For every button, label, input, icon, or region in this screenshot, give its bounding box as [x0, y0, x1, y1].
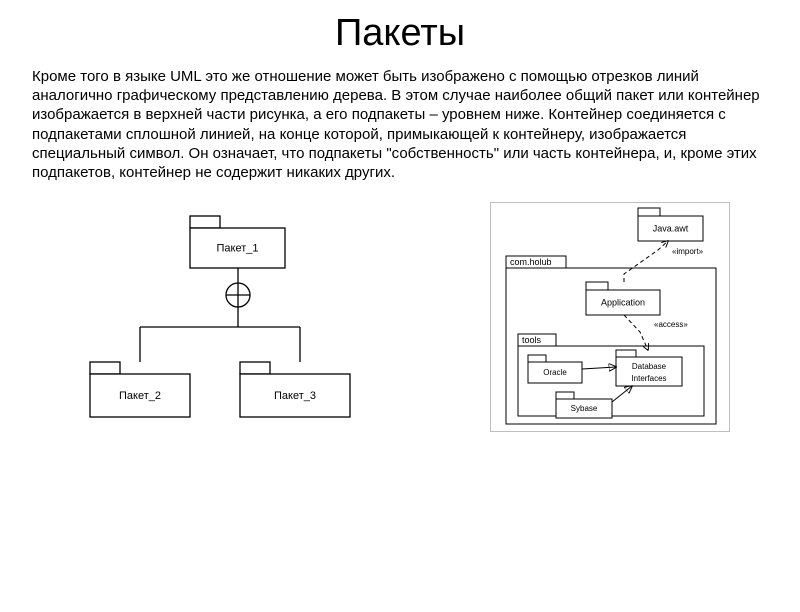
svg-text:Пакет_2: Пакет_2 — [119, 390, 161, 402]
page-title: Пакеты — [0, 12, 800, 55]
diagram-area: Пакет_1 Пакет_2 Пакет_3 Java.awt com.holub A… — [0, 192, 800, 492]
svg-text:Interfaces: Interfaces — [631, 374, 666, 383]
svg-text:tools: tools — [522, 335, 542, 345]
svg-text:Пакет_3: Пакет_3 — [274, 390, 316, 402]
svg-text:Пакет_1: Пакет_1 — [217, 243, 259, 255]
svg-text:Oracle: Oracle — [543, 368, 567, 377]
svg-text:Java.awt: Java.awt — [653, 224, 689, 234]
svg-text:Application: Application — [601, 298, 645, 308]
svg-text:Database: Database — [632, 362, 667, 371]
svg-text:«access»: «access» — [654, 320, 688, 329]
svg-text:«import»: «import» — [672, 247, 704, 256]
right-nested-diagram: Java.awt com.holub Application tools Oracle D… — [490, 202, 750, 442]
body-paragraph: Кроме того в языке UML это же отношение … — [32, 67, 772, 182]
svg-text:com.holub: com.holub — [510, 257, 552, 267]
svg-text:Sybase: Sybase — [571, 404, 598, 413]
left-tree-diagram: Пакет_1 Пакет_2 Пакет_3 — [20, 202, 420, 462]
